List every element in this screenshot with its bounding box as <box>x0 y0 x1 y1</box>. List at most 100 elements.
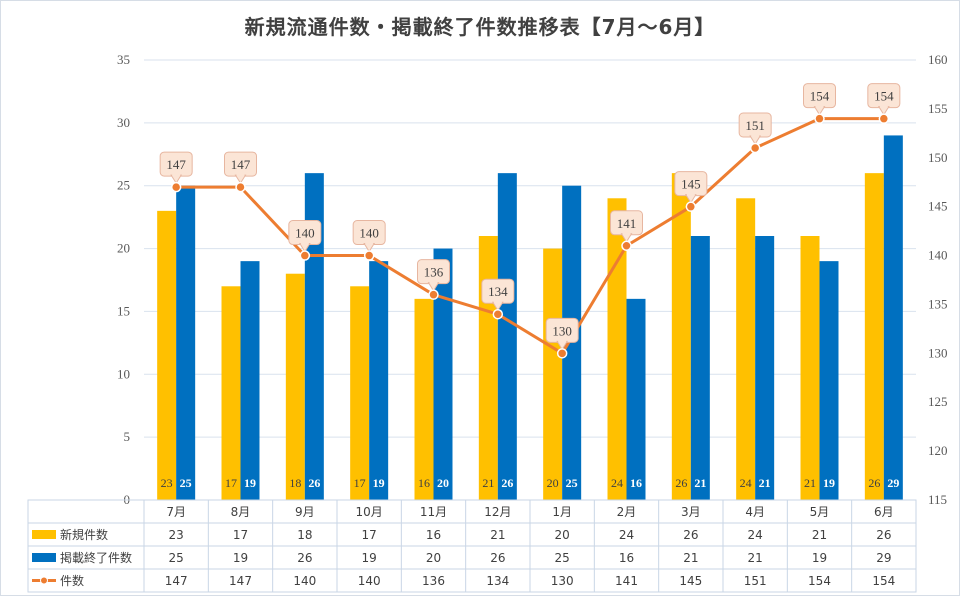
y-right-tick-label: 125 <box>928 394 948 409</box>
data-table-cell: 18 <box>297 528 312 542</box>
bar-ended <box>369 261 389 500</box>
bar-new <box>864 173 884 500</box>
y-right-tick-label: 115 <box>928 492 947 507</box>
x-category-label: 10月 <box>356 505 383 519</box>
bar-new <box>736 198 756 501</box>
data-table-cell: 25 <box>169 551 184 565</box>
line-marker <box>878 113 890 124</box>
bar-data-label: 19 <box>244 476 256 490</box>
y-right-tick-label: 130 <box>928 345 948 360</box>
data-table-cell: 145 <box>679 574 702 588</box>
legend-key-ended <box>32 553 56 562</box>
data-table-cell: 29 <box>876 551 891 565</box>
data-table-cell: 136 <box>422 574 445 588</box>
bar-ended <box>690 236 710 500</box>
bar-data-label: 19 <box>373 476 385 490</box>
y-left-tick-label: 10 <box>117 366 130 381</box>
bar-data-label: 20 <box>437 476 449 490</box>
bar-data-label: 26 <box>675 476 687 490</box>
bar-data-label: 21 <box>694 476 706 490</box>
bar-ended <box>433 248 453 500</box>
bar-data-label: 24 <box>740 476 752 490</box>
bar-data-label: 23 <box>161 476 173 490</box>
bar-data-label: 24 <box>611 476 623 490</box>
y-right-tick-label: 155 <box>928 101 948 116</box>
data-table-cell: 21 <box>490 528 505 542</box>
bar-new <box>350 286 370 500</box>
x-category-label: 11月 <box>420 505 447 519</box>
data-table-cell: 21 <box>683 551 698 565</box>
y-left-tick-label: 35 <box>117 52 130 67</box>
data-table-cell: 19 <box>812 551 827 565</box>
bar-ended <box>562 185 582 500</box>
data-table-cell: 151 <box>744 574 767 588</box>
line-data-label: 154 <box>810 89 830 104</box>
data-table-cell: 20 <box>426 551 441 565</box>
bar-data-label: 26 <box>868 476 880 490</box>
line-marker <box>621 240 632 252</box>
data-table-cell: 23 <box>169 528 184 542</box>
data-table-cell: 16 <box>619 551 634 565</box>
bar-data-label: 26 <box>501 476 513 490</box>
line-marker <box>556 348 568 359</box>
bar-data-label: 16 <box>630 476 642 490</box>
data-table-cell: 24 <box>619 528 634 542</box>
y-right-tick-label: 150 <box>928 150 948 165</box>
y-right-tick-label: 120 <box>928 443 948 458</box>
line-marker <box>299 250 311 261</box>
bar-data-label: 29 <box>887 476 899 490</box>
bar-new <box>221 286 241 500</box>
data-table-cell: 26 <box>683 528 698 542</box>
y-right-tick-label: 140 <box>928 248 948 263</box>
line-data-label: 140 <box>359 226 379 241</box>
y-right-tick-label: 135 <box>928 296 948 311</box>
data-table-cell: 21 <box>812 528 827 542</box>
bar-ended <box>176 185 196 500</box>
data-table-cell: 16 <box>426 528 441 542</box>
data-table-cell: 24 <box>748 528 763 542</box>
bar-data-label: 21 <box>804 476 816 490</box>
y-left-tick-label: 30 <box>117 115 130 130</box>
line-series-count <box>176 117 884 355</box>
bar-data-label: 19 <box>823 476 835 490</box>
bar-new <box>671 173 691 500</box>
line-marker <box>363 250 375 261</box>
chart-title: 新規流通件数・掲載終了件数推移表【7月～6月】 <box>244 15 716 39</box>
legend-series-name: 件数 <box>60 573 84 588</box>
bar-ended <box>497 173 517 500</box>
line-marker <box>235 181 246 193</box>
data-table-cell: 140 <box>293 574 316 588</box>
y-left-tick-label: 25 <box>117 178 130 193</box>
data-table-cell: 17 <box>233 528 248 542</box>
data-table-cell: 26 <box>876 528 891 542</box>
x-category-label: 2月 <box>617 505 637 519</box>
line-data-label: 136 <box>424 265 444 280</box>
bar-new <box>607 198 627 501</box>
bar-new <box>157 210 177 500</box>
data-table-cell: 25 <box>555 551 570 565</box>
data-table-cell: 26 <box>297 551 312 565</box>
legend-series-name: 掲載終了件数 <box>60 550 132 565</box>
y-left-tick-label: 15 <box>117 303 130 318</box>
data-table-cell: 19 <box>233 551 248 565</box>
data-table-cell: 19 <box>362 551 377 565</box>
data-table-cell: 154 <box>872 574 895 588</box>
line-marker <box>492 308 504 320</box>
bar-data-label: 17 <box>225 476 237 490</box>
legend-key-new <box>32 530 56 539</box>
data-table-cell: 147 <box>165 574 188 588</box>
line-data-label: 130 <box>552 323 572 338</box>
line-data-label: 147 <box>231 157 251 172</box>
data-table-cell: 21 <box>748 551 763 565</box>
line-data-label: 141 <box>617 216 637 231</box>
line-marker <box>814 113 825 124</box>
data-table-cell: 141 <box>615 574 638 588</box>
data-table-cell: 20 <box>555 528 570 542</box>
bar-new <box>800 236 820 500</box>
y-left-tick-label: 20 <box>117 241 130 256</box>
x-category-label: 7月 <box>166 505 186 519</box>
bar-data-label: 25 <box>566 476 578 490</box>
bar-data-label: 17 <box>354 476 366 490</box>
legend-series-name: 新規件数 <box>60 527 108 542</box>
